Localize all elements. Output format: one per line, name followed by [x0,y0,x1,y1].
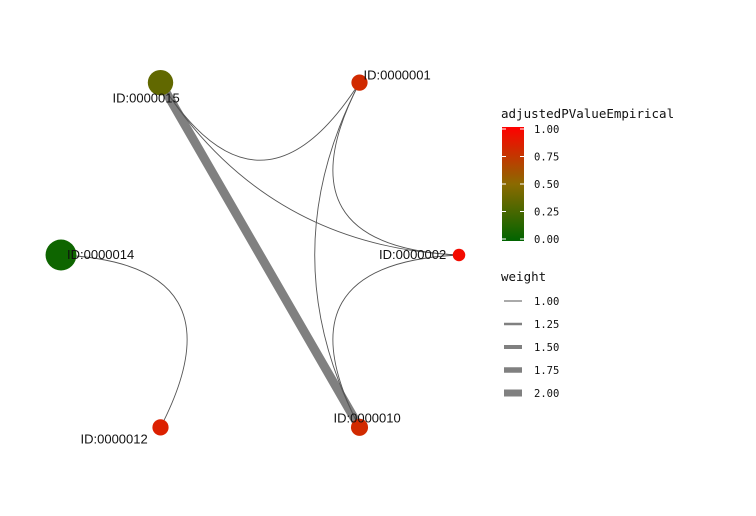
weight-legend-title: weight [501,269,546,284]
weight-legend-label-2: 1.50 [534,342,559,354]
weight-legend-items: 1.00 1.25 1.50 1.75 2.00 [504,296,559,400]
color-tick-label-2: 0.50 [534,179,559,191]
edge-n1-n10 [314,82,360,428]
edge-n15-n2 [160,82,460,256]
color-legend-bar [502,127,524,241]
weight-legend: weight 1.00 1.25 1.50 1.75 2.00 [501,269,559,400]
color-tick-label-4: 0.00 [534,234,559,246]
edge-n1-n2 [332,82,460,256]
node-label-n10: ID:0000010 [334,410,401,425]
color-legend-title: adjustedPValueEmpirical [501,106,674,121]
edge-n2-n10 [332,254,460,428]
edges-layer [60,80,460,430]
node-labels-layer: ID:0000015 ID:0000001 ID:0000002 ID:0000014… [67,68,446,447]
node-n14[interactable] [45,239,77,271]
edge-n14-n12 [60,254,188,428]
node-n10[interactable] [350,418,369,436]
color-legend: adjustedPValueEmpirical 1.00 0.75 0.50 0.25… [501,106,674,246]
weight-legend-label-4: 2.00 [534,388,559,400]
weight-legend-label-1: 1.25 [534,319,559,331]
node-label-n2: ID:0000002 [379,247,446,262]
color-tick-label-0: 1.00 [534,124,559,136]
node-label-n14: ID:0000014 [67,247,134,262]
edge-n15-n1 [160,82,360,161]
weight-legend-label-0: 1.00 [534,296,559,308]
weight-legend-label-3: 1.75 [534,365,559,377]
node-n15[interactable] [147,69,174,96]
node-n12[interactable] [152,419,169,436]
node-n1[interactable] [351,74,368,91]
node-label-n12: ID:0000012 [81,431,148,446]
color-tick-label-3: 0.25 [534,207,559,219]
nodes-layer [45,69,466,436]
color-legend-ticks: 1.00 0.75 0.50 0.25 0.00 [502,124,559,246]
node-n2[interactable] [452,248,466,262]
node-label-n1: ID:0000001 [364,68,431,83]
edge-n15-n10 [156,80,364,430]
color-tick-label-1: 0.75 [534,152,559,164]
node-label-n15: ID:0000015 [113,91,180,106]
